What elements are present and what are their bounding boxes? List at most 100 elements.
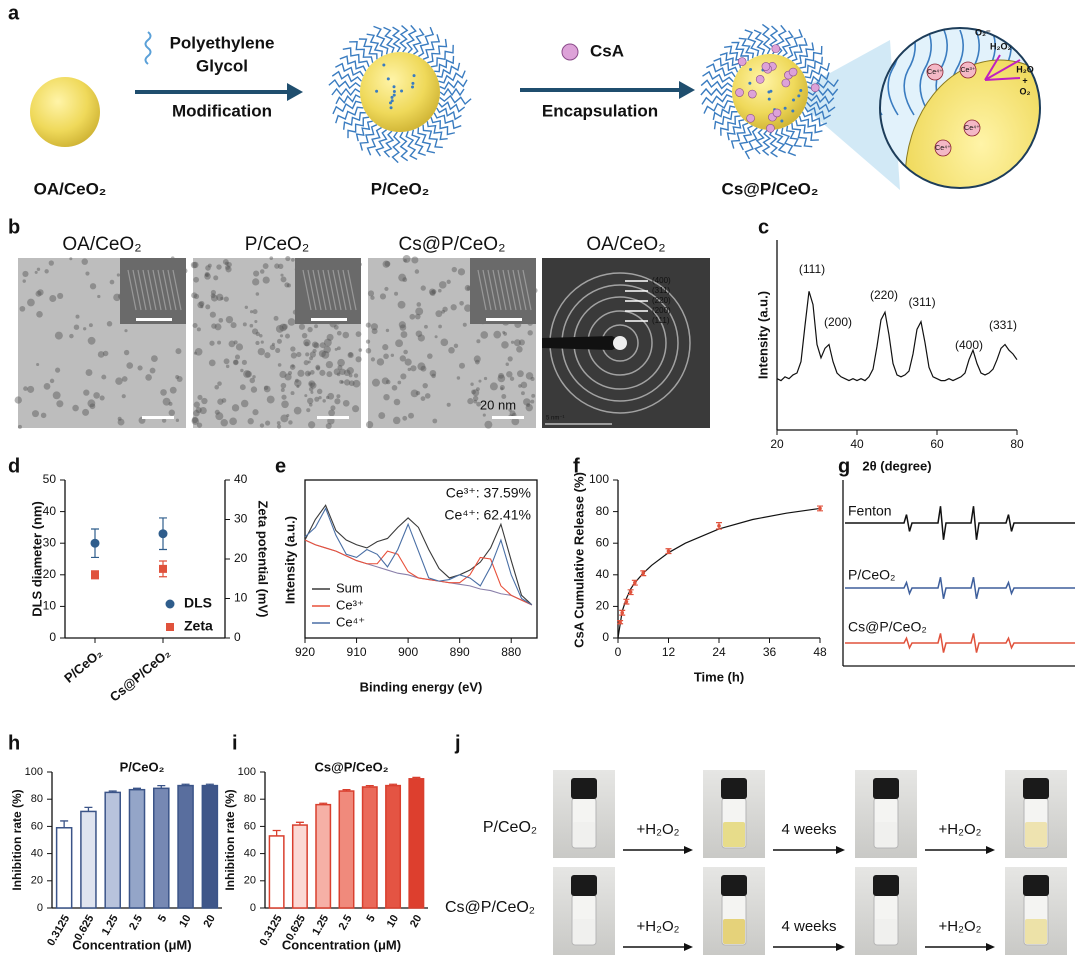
peg-chain — [703, 99, 734, 114]
surface-mark — [799, 88, 803, 92]
nanoparticle — [397, 300, 406, 309]
nanoparticle — [308, 380, 316, 388]
y-tick-label: 10 — [43, 599, 57, 613]
nanoparticle — [420, 285, 426, 291]
nanoparticle — [475, 387, 480, 392]
nanoparticle — [527, 330, 533, 336]
nanoparticle — [249, 323, 254, 328]
nanoparticle — [474, 359, 480, 365]
nanoparticle — [307, 372, 311, 376]
label: Encapsulation — [542, 101, 658, 120]
esr-spectrum — [845, 577, 1075, 599]
spectrum-label: Fenton — [848, 503, 892, 519]
surface-mark — [780, 119, 784, 123]
nanoparticle — [399, 324, 407, 331]
lattice — [482, 269, 492, 311]
nanoparticle — [391, 384, 398, 391]
nanoparticle — [216, 293, 224, 301]
inset-label: H₂O₂ — [990, 41, 1012, 51]
nanoparticle — [311, 341, 319, 348]
vial-cap — [571, 778, 597, 799]
peg-chain — [744, 29, 760, 57]
arrow-head — [836, 846, 845, 854]
hrtem-inset — [295, 258, 361, 324]
axis-title: Time (h) — [694, 669, 744, 684]
nanoparticle — [484, 420, 493, 429]
nanoparticle — [19, 305, 26, 312]
peg-chain — [726, 119, 745, 141]
nanoparticle — [259, 334, 263, 338]
nanoparticle — [415, 330, 423, 337]
legend-label: Sum — [336, 580, 363, 595]
nanoparticle — [43, 383, 51, 390]
chart-title: P/CeO₂ — [120, 759, 165, 774]
lattice — [172, 269, 182, 311]
x-tick-label: 24 — [712, 645, 726, 659]
nanoparticle — [403, 259, 407, 263]
nanoparticle — [273, 315, 279, 321]
x-tick-label: 920 — [295, 645, 315, 659]
bar — [55, 827, 73, 909]
nanoparticle — [204, 271, 210, 277]
nanoparticle — [211, 323, 217, 329]
peg-chain — [791, 122, 813, 148]
peg-icon — [144, 31, 152, 65]
nanoparticle — [223, 358, 230, 365]
peg-chain — [439, 79, 468, 90]
nanoparticle — [247, 418, 254, 425]
peg-chain — [791, 37, 808, 62]
y-tick-label: 20 — [43, 567, 57, 581]
y-tick-label: 40 — [244, 848, 256, 860]
nanoparticle — [276, 424, 282, 429]
lattice — [132, 269, 142, 311]
row-label: Cs@P/CeO₂ — [445, 899, 535, 916]
nanoparticle — [348, 373, 353, 378]
nanoparticle — [195, 406, 202, 414]
nanoparticle — [230, 322, 237, 329]
peg-chain — [332, 100, 362, 115]
nanoparticle — [201, 397, 208, 405]
y-tick-label: 10 — [234, 591, 248, 605]
nanoparticle — [263, 385, 271, 393]
panel-letter: d — [8, 455, 20, 477]
lattice — [347, 269, 357, 311]
nanoparticle — [22, 270, 29, 277]
peg-chain — [806, 72, 830, 85]
inset-label: O₂⁻ — [975, 27, 991, 37]
nanoparticle — [390, 353, 395, 357]
surface-mark — [769, 89, 773, 93]
label: OA/CeO₂ — [34, 179, 107, 198]
peg-chain — [761, 23, 771, 55]
nanoparticle — [225, 264, 231, 270]
nanoparticle — [240, 368, 244, 373]
nanoparticle — [420, 396, 426, 401]
nanoparticle — [210, 293, 216, 299]
nanoparticle — [353, 373, 359, 378]
step-label: +H₂O₂ — [637, 918, 680, 935]
peg-chain — [349, 40, 374, 63]
nanoparticle — [262, 276, 270, 284]
surface-mark — [389, 101, 393, 105]
vial-cap — [873, 875, 899, 896]
nanoparticle — [293, 406, 302, 415]
csa-drug — [735, 88, 744, 97]
nanoparticle — [307, 360, 311, 364]
nanoparticle — [446, 402, 451, 407]
nanoparticle — [207, 263, 212, 268]
nanoparticle — [220, 419, 228, 427]
x-tick-label: 12 — [662, 645, 676, 659]
peg-chain — [785, 125, 802, 148]
nanoparticle — [502, 330, 506, 334]
bar — [177, 784, 194, 909]
marker — [618, 620, 622, 624]
peg-chain — [439, 94, 472, 106]
nanoparticle — [113, 293, 121, 302]
nanoparticle — [82, 408, 90, 416]
nanoparticle — [402, 255, 411, 263]
nanoparticle — [290, 346, 296, 352]
nanoparticle — [472, 395, 479, 402]
x-tick-label: 890 — [450, 645, 470, 659]
vial-liquid — [875, 919, 897, 944]
nanoparticle — [417, 362, 426, 371]
nanoparticle — [318, 350, 326, 358]
